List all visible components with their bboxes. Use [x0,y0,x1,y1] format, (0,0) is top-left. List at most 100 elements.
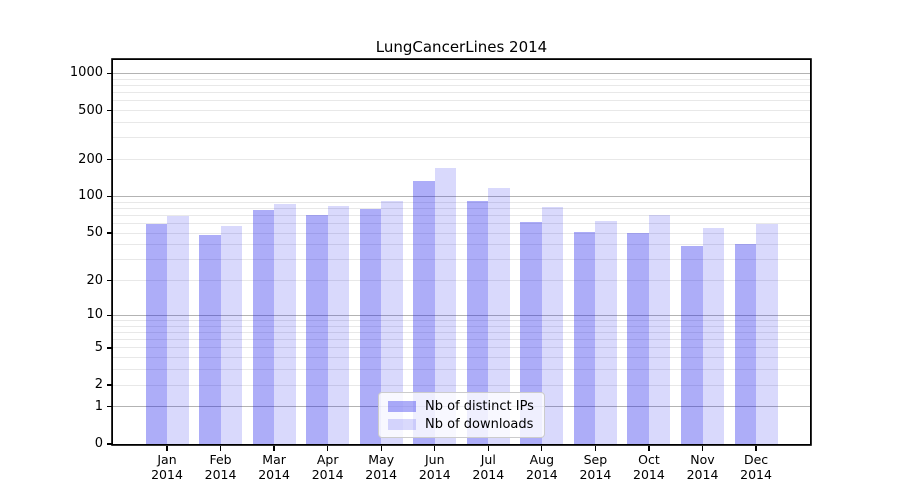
x-tick-label: Sep 2014 [563,452,627,482]
gridline-minor [113,137,810,139]
bar-ips-sep [573,232,596,444]
bar-downloads-apr [327,205,350,444]
y-tick-label: 5 [94,339,103,355]
bar-downloads-sep [595,220,617,444]
x-tick-label-year: 2014 [311,467,344,482]
x-tick-label-month: May [368,452,395,467]
x-tick-label-month: Oct [638,452,660,467]
gridline-major [113,195,810,197]
x-tick [327,446,329,451]
x-tick-label: Nov 2014 [671,452,735,482]
gridline-minor [113,320,810,321]
bar-ips-apr [306,215,328,444]
bar-ips-dec [734,243,757,444]
x-tick [701,446,704,451]
x-tick [380,446,382,451]
x-tick-label-year: 2014 [579,467,612,482]
y-tick-label: 1000 [69,65,103,81]
legend: Nb of distinct IPs Nb of downloads [378,392,545,438]
gridline-major [113,314,810,316]
gridline-minor [113,244,810,246]
x-tick-label: Mar 2014 [242,452,306,482]
bar-downloads-jun [434,167,457,444]
x-tick-label-year: 2014 [365,467,398,482]
x-tick-label-month: Jun [424,452,445,467]
legend-label-downloads: Nb of downloads [425,416,534,432]
y-tick-label: 20 [86,272,103,288]
y-tick-label: 500 [78,102,103,118]
gridline-minor [113,369,810,371]
x-tick-label-month: Jan [157,452,177,467]
x-tick [541,446,543,451]
bar-ips-jul [466,200,489,444]
x-tick-label-month: Aug [529,452,555,467]
bar-downloads-jan [167,216,189,444]
bar-downloads-dec [756,223,778,444]
x-tick-label-month: Apr [316,452,339,467]
x-tick [487,446,489,451]
y-tick-label: 50 [86,225,103,241]
x-tick-label-month: Dec [743,452,769,467]
x-tick-label-year: 2014 [740,467,772,482]
bar-ips-aug [520,221,542,444]
x-tick [166,446,168,451]
legend-label-ips: Nb of distinct IPs [425,398,534,414]
x-tick-label: Oct 2014 [617,452,681,482]
bar-ips-nov [681,246,703,444]
x-tick-label-year: 2014 [258,467,290,482]
x-tick-label: Jan 2014 [135,452,199,482]
x-tick-label-month: Mar [262,452,286,467]
x-tick-label: Aug 2014 [510,452,574,482]
gridline-minor [113,223,810,224]
y-tick [106,195,113,198]
y-tick-label: 100 [78,188,103,204]
bar-ips-jun [413,180,435,444]
downloads-color-swatch [388,418,416,430]
bar-downloads-aug [541,207,564,444]
bar-ips-jan [145,223,167,444]
gridline-minor [113,110,810,112]
gridline-minor [113,347,810,349]
y-tick [106,347,113,349]
plot-area [113,60,810,444]
gridline-minor [113,339,810,341]
y-tick [106,72,113,75]
x-tick-label-year: 2014 [151,467,183,482]
x-tick-label-year: 2014 [418,467,451,482]
bar-ips-feb [199,235,221,444]
x-tick-label: Apr 2014 [296,452,360,482]
x-tick [594,446,597,451]
gridline-minor [113,331,810,333]
bar-ips-mar [252,210,275,444]
gridline-minor [113,214,810,216]
gridline-minor [113,201,810,203]
x-tick-label-year: 2014 [472,467,505,482]
ips-color-swatch [388,400,416,412]
y-tick [106,158,113,161]
y-tick [106,314,113,317]
legend-item-distinct-ips: Nb of distinct IPs [379,397,544,415]
chart-title: LungCancerLines 2014 [375,38,548,56]
bar-downloads-may [381,201,403,444]
bar-ips-oct [627,233,649,444]
bar-downloads-jul [488,188,510,444]
x-tick-label-year: 2014 [633,467,665,482]
y-tick-label: 10 [86,307,103,323]
y-tick-label: 2 [94,377,103,393]
y-tick [106,109,113,112]
gridline-minor [113,325,810,327]
x-tick [219,446,222,451]
x-tick-label: Dec 2014 [724,452,788,482]
gridline-minor [113,232,810,234]
gridline-minor [113,207,810,209]
bar-downloads-nov [702,228,724,444]
gridline-minor [113,259,810,261]
y-tick-label: 1 [94,398,103,414]
x-tick [755,446,757,451]
x-tick-label: Jul 2014 [456,452,520,482]
x-tick-label-month: Nov [690,452,715,467]
gridline-minor [113,357,810,359]
x-tick-label-month: Feb [209,452,232,467]
gridline-minor [113,78,810,80]
gridline-minor [113,384,810,386]
